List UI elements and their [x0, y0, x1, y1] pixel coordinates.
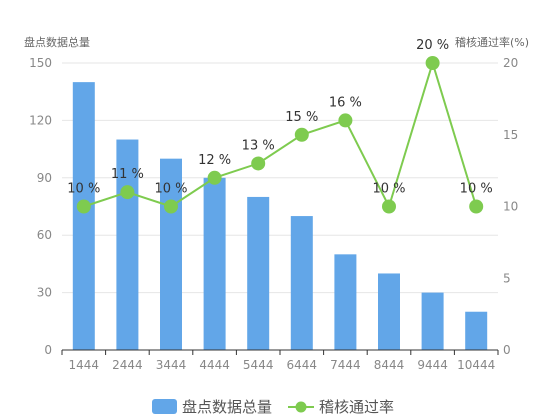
axis-layer: 0 30 60 90 120 150 0 5 10 15 20 盘点数据总量 稽核通过率(%) 1444 2…: [24, 35, 529, 372]
bar[interactable]: [290, 216, 313, 350]
x-axis-tick-label: 6444: [287, 358, 318, 372]
x-axis-tick-label: 5444: [243, 358, 274, 372]
line-point[interactable]: [76, 199, 91, 214]
x-axis-tick-label: 4444: [199, 358, 230, 372]
legend-item-bar[interactable]: 盘点数据总量: [152, 398, 272, 416]
x-axis-tick-label: 8444: [374, 358, 405, 372]
bar[interactable]: [72, 82, 95, 350]
pass-rate-line: [83, 59, 478, 210]
line-point[interactable]: [120, 185, 135, 200]
data-label: 10 %: [154, 182, 187, 197]
left-axis-tick-label: 90: [37, 171, 52, 185]
legend-label: 稽核通过率: [319, 398, 394, 416]
left-axis-tick-label: 150: [29, 56, 52, 70]
legend-bar-swatch: [152, 399, 177, 414]
line-point[interactable]: [164, 199, 178, 214]
bar-series-layer: [72, 82, 488, 350]
legend-label: 盘点数据总量: [182, 398, 272, 416]
x-axis-tick-label: 10444: [457, 358, 495, 372]
data-label: 10 %: [460, 182, 493, 197]
right-axis-tick-label: 20: [503, 56, 518, 70]
right-axis-tick-label: 15: [503, 128, 518, 142]
data-label: 11 %: [111, 167, 144, 182]
bar[interactable]: [378, 273, 400, 350]
bar[interactable]: [465, 311, 488, 350]
line-point[interactable]: [251, 156, 266, 171]
x-axis-tick-label: 3444: [156, 358, 187, 372]
x-axis-tick-label: 9444: [417, 358, 448, 372]
bar[interactable]: [203, 177, 226, 350]
left-axis-tick-label: 120: [29, 113, 52, 127]
data-label: 10 %: [372, 182, 405, 197]
line-point[interactable]: [425, 56, 440, 70]
data-label: 12 %: [198, 153, 231, 168]
bar[interactable]: [247, 196, 270, 350]
line-point[interactable]: [469, 199, 484, 214]
data-label: 16 %: [329, 95, 362, 110]
bar[interactable]: [421, 292, 444, 350]
line-series-layer: [76, 56, 484, 214]
legend-line-marker: [295, 401, 307, 413]
x-axis-tick-label: 2444: [112, 358, 143, 372]
x-axis-tick-label: 1444: [69, 358, 100, 372]
data-label: 13 %: [242, 138, 275, 153]
right-axis-tick-label: 5: [503, 271, 511, 285]
data-label-layer: 10 % 11 % 10 % 12 % 13 % 15 % 16 % 10 % 20 % 10 %: [67, 38, 492, 197]
right-axis-tick-label: 10: [503, 200, 518, 214]
legend[interactable]: 盘点数据总量 稽核通过率: [152, 398, 394, 416]
legend-item-line[interactable]: 稽核通过率: [288, 398, 394, 416]
data-label: 15 %: [285, 110, 318, 125]
right-axis-title: 稽核通过率(%): [455, 35, 529, 49]
line-point[interactable]: [207, 170, 222, 185]
left-axis-tick-label: 0: [44, 343, 52, 357]
left-axis-tick-label: 30: [37, 286, 52, 300]
line-point[interactable]: [338, 113, 353, 128]
data-label: 10 %: [67, 182, 100, 197]
line-point[interactable]: [382, 199, 396, 214]
data-label: 20 %: [416, 38, 449, 53]
bar[interactable]: [334, 254, 357, 350]
x-axis-tick-label: 7444: [330, 358, 361, 372]
line-point[interactable]: [294, 127, 309, 142]
left-axis-tick-label: 60: [37, 228, 52, 242]
left-axis-title: 盘点数据总量: [24, 35, 90, 49]
right-axis-tick-label: 0: [503, 343, 511, 357]
